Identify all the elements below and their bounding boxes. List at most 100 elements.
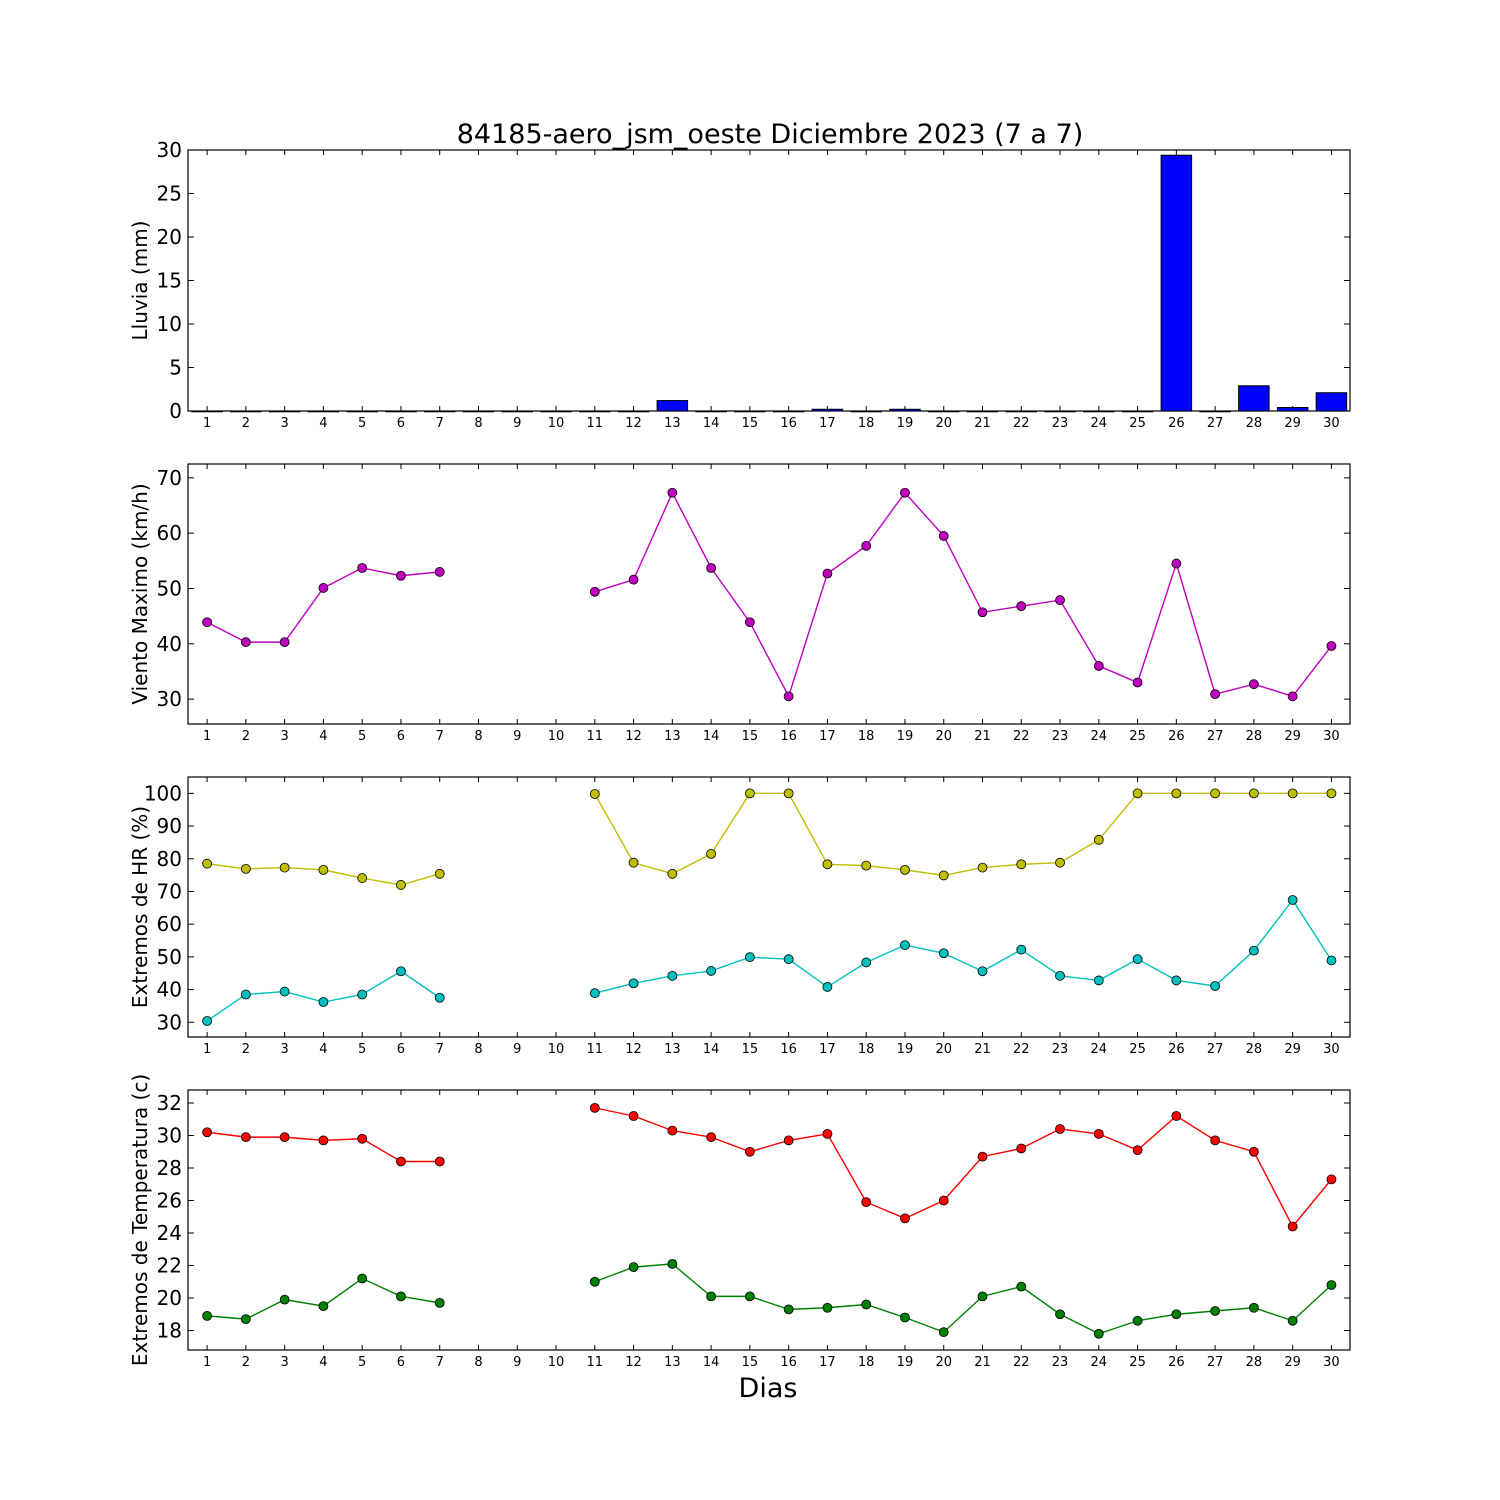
rain-bar <box>617 410 650 413</box>
data-point <box>706 1291 717 1302</box>
x-tick-label: 15 <box>742 729 759 744</box>
rain-bar <box>385 410 417 413</box>
x-tick-label: 27 <box>1207 729 1224 744</box>
data-point <box>744 952 755 963</box>
rain-bar <box>772 410 805 413</box>
x-tick-label: 26 <box>1168 729 1185 744</box>
y-tick-label: 25 <box>157 182 182 206</box>
x-tick-label: 26 <box>1168 1042 1185 1057</box>
x-tick-label: 27 <box>1207 416 1224 431</box>
x-tick-label: 5 <box>358 1042 366 1057</box>
x-tick-label: 17 <box>819 416 836 431</box>
x-tick-label: 9 <box>513 729 521 744</box>
x-tick-label: 17 <box>819 1355 836 1370</box>
data-point <box>279 637 290 648</box>
x-tick-label: 23 <box>1052 1042 1069 1057</box>
data-point <box>279 1294 290 1305</box>
series-temp_min <box>202 1258 1337 1339</box>
rain-bar <box>656 400 689 412</box>
x-tick-label: 11 <box>587 1042 604 1057</box>
x-tick-label: 16 <box>780 416 797 431</box>
data-point <box>434 1156 445 1167</box>
data-point <box>977 1291 988 1302</box>
rain-bar <box>268 410 301 413</box>
data-point <box>1171 558 1182 569</box>
data-point <box>783 788 794 799</box>
series-line <box>594 1263 1332 1335</box>
x-tick-label: 1 <box>203 729 211 744</box>
data-point <box>202 1016 213 1026</box>
data-point <box>1055 1124 1065 1134</box>
data-point <box>667 868 678 879</box>
y-tick-label: 30 <box>157 138 182 162</box>
y-tick-label: 30 <box>157 1010 182 1034</box>
rain-bar <box>966 410 999 413</box>
y-axis-title: Extremos de HR (%) <box>128 806 152 1008</box>
data-point <box>589 988 600 999</box>
x-tick-label: 21 <box>974 1042 991 1057</box>
data-point <box>977 966 988 977</box>
x-tick-label: 16 <box>780 729 797 744</box>
data-point <box>1093 1128 1104 1139</box>
x-tick-label: 21 <box>974 1355 991 1370</box>
data-point <box>318 583 329 593</box>
data-point <box>667 1258 678 1269</box>
x-tick-label: 10 <box>548 729 565 744</box>
x-tick-label: 18 <box>858 416 875 431</box>
data-point <box>744 1146 755 1157</box>
data-point <box>202 1310 213 1321</box>
data-point <box>396 880 406 890</box>
x-tick-label: 23 <box>1052 729 1069 744</box>
x-tick-label: 26 <box>1168 416 1185 431</box>
data-point <box>938 531 949 541</box>
y-tick-label: 26 <box>157 1189 182 1213</box>
x-tick-label: 17 <box>819 1042 836 1057</box>
series-temp_max <box>202 1102 1337 1232</box>
rain-bar <box>1238 385 1270 412</box>
x-tick-label: 22 <box>1013 729 1030 744</box>
data-point <box>861 1197 872 1208</box>
plot-frame <box>187 463 1351 725</box>
data-point <box>822 1128 833 1139</box>
data-point <box>240 1132 251 1143</box>
data-point <box>1055 857 1065 868</box>
data-point <box>744 1291 755 1302</box>
data-point <box>279 1132 290 1143</box>
data-point <box>900 940 910 951</box>
rain-bar <box>346 410 378 413</box>
data-point <box>240 637 251 648</box>
data-point <box>434 868 445 879</box>
data-point <box>318 1135 329 1146</box>
data-point <box>1210 1135 1221 1146</box>
data-point <box>783 1135 794 1146</box>
rain-bar <box>1083 410 1115 413</box>
x-tick-label: 3 <box>280 416 288 431</box>
x-tick-label: 7 <box>436 1042 444 1057</box>
rain-bar <box>1005 410 1038 413</box>
data-point <box>318 1301 329 1312</box>
data-point <box>357 989 368 1000</box>
data-point <box>589 789 600 799</box>
x-tick-label: 14 <box>703 1355 720 1370</box>
x-tick-label: 4 <box>319 729 327 744</box>
data-point <box>938 1327 949 1338</box>
data-point <box>1326 788 1337 799</box>
y-tick-label: 100 <box>144 781 182 805</box>
data-point <box>1055 970 1065 981</box>
x-tick-label: 11 <box>587 1355 604 1370</box>
rain-bar <box>462 410 495 413</box>
data-point <box>706 966 717 976</box>
x-tick-label: 30 <box>1323 1355 1340 1370</box>
rain-bar <box>695 410 727 413</box>
x-tick-label: 3 <box>280 729 288 744</box>
data-point <box>318 997 329 1007</box>
x-tick-label: 14 <box>703 416 720 431</box>
x-tick-label: 14 <box>703 729 720 744</box>
data-point <box>900 487 910 498</box>
x-tick-label: 25 <box>1129 1355 1146 1370</box>
x-tick-label: 13 <box>664 1355 681 1370</box>
rain-bar <box>811 408 844 412</box>
